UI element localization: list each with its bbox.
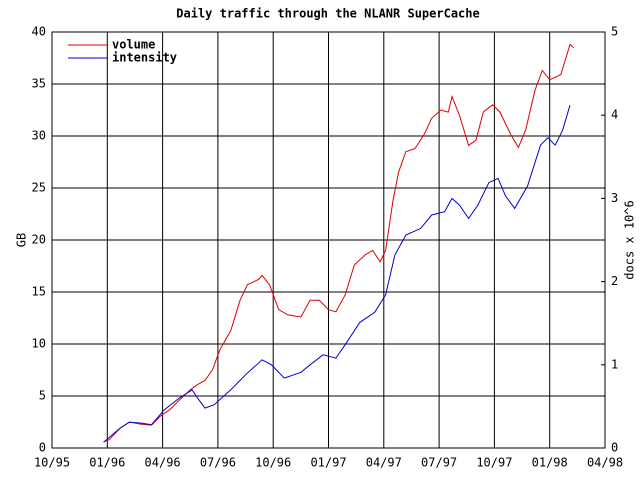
y2-tick-label: 3 bbox=[611, 191, 618, 205]
legend-label: volume bbox=[112, 38, 155, 52]
y-tick-label: 15 bbox=[32, 285, 46, 299]
y-tick-label: 40 bbox=[32, 25, 46, 39]
y-tick-label: 35 bbox=[32, 77, 46, 91]
chart-title: Daily traffic through the NLANR SuperCac… bbox=[176, 7, 479, 21]
x-tick-label: 04/97 bbox=[366, 456, 402, 470]
y2-tick-label: 4 bbox=[611, 108, 618, 122]
y-tick-label: 5 bbox=[39, 389, 46, 403]
y-tick-label: 0 bbox=[39, 441, 46, 455]
x-tick-label: 04/98 bbox=[587, 456, 623, 470]
y2-tick-label: 0 bbox=[611, 441, 618, 455]
x-tick-label: 07/97 bbox=[421, 456, 457, 470]
y2-axis-label: docs x 10^6 bbox=[623, 200, 637, 279]
y-tick-label: 25 bbox=[32, 181, 46, 195]
y-tick-label: 10 bbox=[32, 337, 46, 351]
y2-tick-label: 2 bbox=[611, 274, 618, 288]
y-tick-label: 20 bbox=[32, 233, 46, 247]
legend-label: intensity bbox=[112, 51, 177, 65]
series-line bbox=[103, 43, 575, 443]
x-tick-label: 04/96 bbox=[145, 456, 181, 470]
series-line bbox=[103, 105, 571, 443]
x-tick-label: 10/97 bbox=[476, 456, 512, 470]
x-tick-label: 01/98 bbox=[532, 456, 568, 470]
x-tick-label: 07/96 bbox=[200, 456, 236, 470]
y-axis-label: GB bbox=[15, 233, 29, 247]
x-tick-label: 01/97 bbox=[310, 456, 346, 470]
x-tick-label: 01/96 bbox=[89, 456, 125, 470]
x-tick-label: 10/95 bbox=[34, 456, 70, 470]
y2-tick-label: 1 bbox=[611, 357, 618, 371]
y-tick-label: 30 bbox=[32, 129, 46, 143]
x-tick-label: 10/96 bbox=[255, 456, 291, 470]
y2-tick-label: 5 bbox=[611, 25, 618, 39]
